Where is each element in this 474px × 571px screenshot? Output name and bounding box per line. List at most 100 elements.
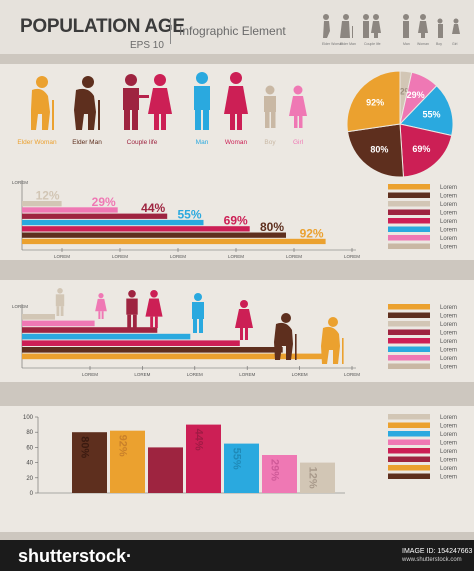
legend-label-1: Lorem xyxy=(440,194,457,200)
x-tick-label-0: LOREM xyxy=(54,254,70,259)
vbar-label-0: 80% xyxy=(79,436,91,458)
horizontal-bar-chart-1: LOREM LOREM LOREM LOREM LOREM LOREM LOREM 12% 29… xyxy=(12,180,360,259)
legend-1: Lorem Lorem Lorem Lorem Lorem Lorem Lorem Lorem xyxy=(388,184,457,251)
figures-row xyxy=(31,72,307,130)
y-axis-label: LOREM xyxy=(12,180,28,185)
footer-bar: shutterstock· IMAGE ID: 154247663 www.sh… xyxy=(0,540,474,571)
bar-label-2: 44% xyxy=(141,201,165,215)
legend-swatch-6 xyxy=(388,355,430,361)
mini-elder-woman-icon xyxy=(323,14,330,38)
x-tick-label-1: LOREM xyxy=(112,254,128,259)
legend-swatch-1 xyxy=(388,192,430,198)
x-tick-label-3: LOREM xyxy=(228,254,244,259)
bar-figures xyxy=(55,288,344,364)
legend-swatch-6 xyxy=(388,465,430,471)
woman-icon xyxy=(224,72,248,130)
couple-woman-bar-icon xyxy=(145,290,163,328)
legend-label-1: Lorem xyxy=(440,314,457,320)
mini-couple-icon xyxy=(363,14,381,38)
legend-swatch-1 xyxy=(388,422,430,428)
label-man: Man xyxy=(195,139,209,146)
divider-band xyxy=(0,260,474,280)
legend-swatch-0 xyxy=(388,304,430,310)
legend-label-2: Lorem xyxy=(440,432,457,438)
legend-swatch-4 xyxy=(388,448,430,454)
pie-label-5: 92% xyxy=(366,98,384,108)
legend-label-2: Lorem xyxy=(440,202,457,208)
bar-4 xyxy=(22,226,250,232)
header: POPULATION AGE EPS 10 Infographic Elemen… xyxy=(0,0,474,54)
x-tick-label-2: LOREM xyxy=(187,372,203,377)
legend-swatch-5 xyxy=(388,226,430,232)
girl-icon xyxy=(289,85,307,128)
pie-slice-2 xyxy=(399,85,454,137)
mini-man-icon xyxy=(403,14,409,38)
x-tick-label-5: LOREM xyxy=(344,372,360,377)
bar-label-1: 29% xyxy=(92,195,116,209)
legend-swatch-2 xyxy=(388,201,430,207)
bar-1 xyxy=(22,320,95,327)
divider-band xyxy=(0,532,474,540)
legend-label-2: Lorem xyxy=(440,322,457,328)
mini-woman-icon xyxy=(418,14,428,38)
mini-figures: Elder Woman Elder Man Couple life Man Wo… xyxy=(322,14,460,46)
y-tick-label-4: 20 xyxy=(26,476,33,482)
legend-3: Lorem Lorem Lorem Lorem Lorem Lorem Lorem Lorem xyxy=(388,414,457,481)
legend-label-4: Lorem xyxy=(440,449,457,455)
legend-label-6: Lorem xyxy=(440,236,457,242)
y-tick-label-2: 60 xyxy=(26,445,33,451)
pie-label-2: 55% xyxy=(422,109,440,119)
bar-0 xyxy=(22,314,55,320)
legend-label-6: Lorem xyxy=(440,466,457,472)
y-tick-label-1: 80 xyxy=(26,430,33,436)
legend-label-5: Lorem xyxy=(440,228,457,234)
bar-1 xyxy=(22,207,118,213)
pie-slice-4 xyxy=(346,123,404,178)
mini-girl-icon xyxy=(452,18,460,34)
page-title: POPULATION AGE xyxy=(20,16,185,37)
bar-label-4: 69% xyxy=(224,214,248,228)
vbar-label-3: 44% xyxy=(193,429,205,451)
boy-bar-icon xyxy=(55,288,65,316)
label-elder-man: Elder Man xyxy=(72,139,102,146)
couple-icon xyxy=(123,74,172,130)
elder-woman-icon xyxy=(31,76,54,130)
footer-image-id: IMAGE ID: 154247663 xyxy=(402,548,473,555)
bar-3 xyxy=(22,219,204,226)
legend-swatch-4 xyxy=(388,218,430,224)
legend-label-7: Lorem xyxy=(440,365,457,371)
vbar-5 xyxy=(262,455,297,493)
elder-man-bar-icon xyxy=(274,313,297,360)
label-boy: Boy xyxy=(264,139,276,146)
vbar-label-4: 55% xyxy=(231,448,243,470)
pie-chart: 12%29% 55% 69% 80% 92% xyxy=(346,70,454,178)
x-tick-label-4: LOREM xyxy=(286,254,302,259)
bar-5 xyxy=(22,347,283,353)
vbar-0 xyxy=(72,432,107,493)
legend-2: Lorem Lorem Lorem Lorem Lorem Lorem Lorem Lorem xyxy=(388,304,457,371)
vbar-3 xyxy=(186,424,221,493)
mini-label-4: Woman xyxy=(417,42,429,46)
legend-swatch-5 xyxy=(388,346,430,352)
legend-label-1: Lorem xyxy=(440,424,457,430)
pie-slice-5 xyxy=(346,70,401,133)
legend-swatch-7 xyxy=(388,243,430,249)
legend-swatch-7 xyxy=(388,363,430,369)
label-elder-woman: Elder Woman xyxy=(17,139,57,146)
legend-label-3: Lorem xyxy=(440,441,457,447)
vbar-1 xyxy=(110,430,145,493)
label-couple-life: Couple life xyxy=(126,139,158,146)
vbar-2 xyxy=(148,447,183,493)
woman-bar-icon xyxy=(235,300,253,340)
man-icon xyxy=(194,72,210,130)
footer-site: www.shutterstock.com xyxy=(402,557,462,563)
header-subtitle: Infographic Element xyxy=(179,24,286,38)
mini-label-6: Girl xyxy=(452,42,458,46)
bar-2 xyxy=(22,213,168,219)
legend-label-7: Lorem xyxy=(440,475,457,481)
elder-man-icon xyxy=(74,76,100,130)
legend-swatch-4 xyxy=(388,338,430,344)
y-axis-label: LOREM xyxy=(12,304,28,309)
pie-label-3: 69% xyxy=(412,144,430,154)
